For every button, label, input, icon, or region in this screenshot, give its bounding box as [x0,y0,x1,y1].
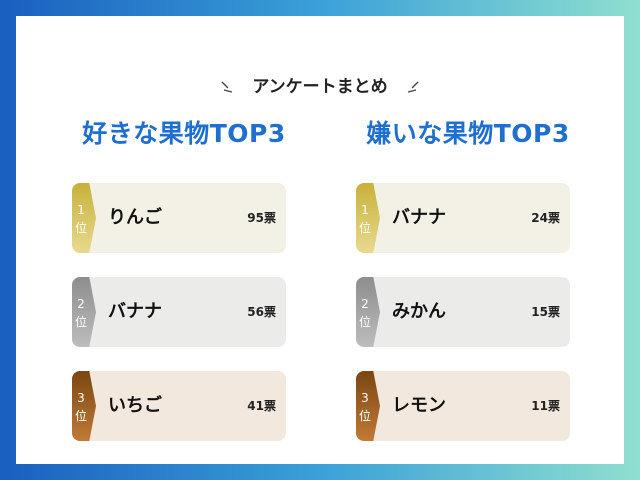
favorite-rank-3: 3 位 いちご 41票 [72,371,286,441]
sparkle-left-icon [221,81,233,93]
fruit-name: レモン [392,395,446,416]
disliked-rank-2: 2 位 みかん 15票 [356,277,570,347]
rank-number: 2 [361,297,369,311]
fruit-name: いちご [108,395,162,416]
rank-number: 1 [361,203,369,217]
favorite-rank-1: 1 位 りんご 95票 [72,183,286,253]
disliked-rank-3: 3 位 レモン 11票 [356,371,570,441]
rank-badge-silver: 2 位 [72,277,96,347]
rank-badge-gold: 1 位 [356,183,380,253]
rank-number: 3 [361,391,369,405]
vote-count: 41票 [247,399,276,413]
survey-title: アンケートまとめ [252,77,388,97]
rank-suffix: 位 [74,315,87,329]
vote-count: 15票 [531,305,560,319]
disliked-fruits-column: 嫌いな果物TOP3 1 位 バナナ 24票 2 位 みかん 15票 3 位 レモ… [348,116,588,441]
rank-number: 3 [77,391,85,405]
fruit-name: バナナ [392,207,446,228]
rank-badge-bronze: 3 位 [72,371,96,441]
rank-badge-gold: 1 位 [72,183,96,253]
rank-badge-silver: 2 位 [356,277,380,347]
disliked-rank-1: 1 位 バナナ 24票 [356,183,570,253]
rank-number: 1 [77,203,85,217]
favorite-fruits-title: 好きな果物TOP3 [82,119,286,148]
fruit-name: みかん [392,301,446,322]
survey-card: アンケートまとめ 好きな果物TOP3 1 位 りんご 95票 2 位 バナナ 5… [16,16,624,464]
rank-suffix: 位 [74,409,87,423]
rank-suffix: 位 [358,315,371,329]
favorite-fruits-column: 好きな果物TOP3 1 位 りんご 95票 2 位 バナナ 56票 3 位 いち… [64,116,304,441]
vote-count: 24票 [531,211,560,225]
rank-badge-bronze: 3 位 [356,371,380,441]
disliked-fruits-title: 嫌いな果物TOP3 [366,119,570,148]
rank-number: 2 [77,297,85,311]
rank-suffix: 位 [358,221,371,235]
vote-count: 11票 [531,399,560,413]
fruit-name: りんご [108,207,162,228]
vote-count: 56票 [247,305,276,319]
favorite-rank-2: 2 位 バナナ 56票 [72,277,286,347]
rank-suffix: 位 [74,221,87,235]
rank-suffix: 位 [358,409,371,423]
survey-header: アンケートまとめ [16,72,624,97]
sparkle-right-icon [407,81,419,93]
fruit-name: バナナ [108,301,162,322]
vote-count: 95票 [247,211,276,225]
